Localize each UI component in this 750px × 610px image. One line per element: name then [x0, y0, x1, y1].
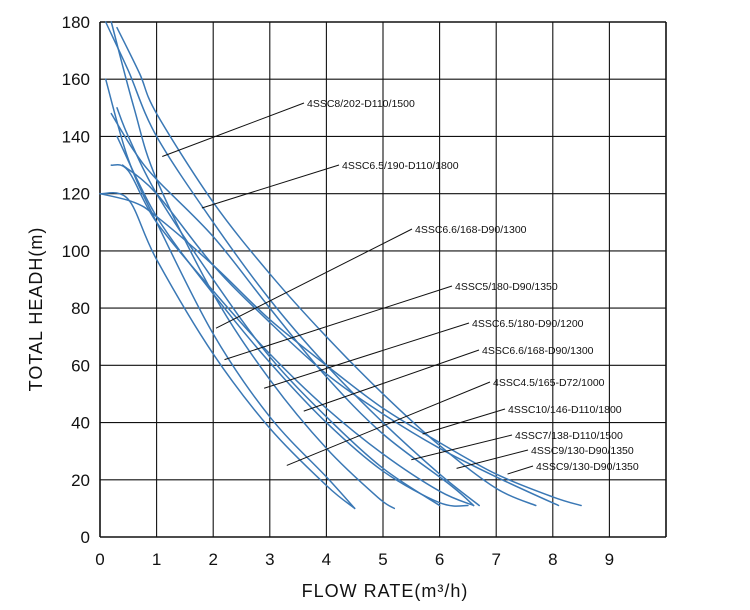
curve-label: 4SSC5/180-D90/1350	[455, 281, 558, 293]
curve-label: 4SSC8/202-D110/1500	[307, 98, 415, 110]
curve-label: 4SSC7/138-D110/1500	[515, 430, 623, 442]
curve-label: 4SSC6.5/190-D110/1800	[342, 160, 459, 172]
y-tick-label: 40	[71, 414, 90, 433]
y-tick-label: 160	[62, 70, 90, 89]
x-tick-label: 8	[548, 550, 557, 569]
curve-label: 4SSC6.6/168-D90/1300	[482, 345, 594, 357]
curve-line	[104, 21, 480, 507]
curve-label: 4SSC6.6/168-D90/1300	[415, 224, 527, 236]
label-leader-lines	[162, 102, 534, 475]
leader-line	[303, 349, 480, 412]
curve-label: 4SSC4.5/165-D72/1000	[493, 377, 605, 389]
performance-curves	[99, 21, 582, 510]
x-tick-label: 0	[95, 550, 104, 569]
y-tick-label: 140	[62, 127, 90, 146]
curve-line	[110, 163, 475, 507]
x-tick-label: 5	[378, 550, 387, 569]
leader-line	[224, 285, 453, 361]
x-tick-label: 3	[265, 550, 274, 569]
y-tick-label: 80	[71, 299, 90, 318]
leader-line	[215, 228, 413, 329]
y-axis-title: TOTAL HEADH(m)	[26, 227, 46, 392]
curve-line	[116, 107, 441, 507]
curve-line	[99, 192, 356, 510]
x-tick-label: 4	[322, 550, 331, 569]
y-tick-label: 100	[62, 242, 90, 261]
leader-line	[456, 449, 529, 469]
curve-line	[110, 112, 475, 507]
y-tick-label: 60	[71, 356, 90, 375]
curve-label: 4SSC6.5/180-D90/1200	[472, 318, 584, 330]
curve-label: 4SSC9/130-D90/1350	[536, 461, 639, 473]
y-tick-label: 20	[71, 471, 90, 490]
leader-line	[507, 465, 534, 475]
curve-line	[110, 21, 396, 510]
leader-line	[162, 102, 305, 157]
curve-line	[99, 192, 582, 507]
leader-line	[411, 434, 513, 461]
y-tick-label: 180	[62, 13, 90, 32]
x-tick-label: 6	[435, 550, 444, 569]
x-axis-title: FLOW RATE(m³/h)	[302, 581, 469, 601]
curve-label: 4SSC9/130-D90/1350	[531, 445, 634, 457]
leader-line	[201, 164, 340, 209]
curve-line	[116, 26, 537, 507]
x-tick-label: 9	[605, 550, 614, 569]
curve-labels: 4SSC8/202-D110/1500 4SSC6.5/190-D110/1800…	[307, 98, 639, 473]
x-tick-label: 2	[208, 550, 217, 569]
curve-line	[121, 164, 560, 507]
x-tick-label: 1	[152, 550, 161, 569]
y-tick-label: 120	[62, 185, 90, 204]
curve-label: 4SSC10/146-D110/1800	[508, 404, 622, 416]
x-tick-label: 7	[491, 550, 500, 569]
y-tick-label: 0	[81, 528, 90, 547]
tick-labels: 0 1 2 3 4 5 6 7 8 9 0 20 40 60 80 100 120 140 160 180	[62, 13, 615, 569]
leader-line	[263, 322, 470, 389]
leader-line	[286, 381, 491, 466]
leader-line	[422, 408, 506, 435]
